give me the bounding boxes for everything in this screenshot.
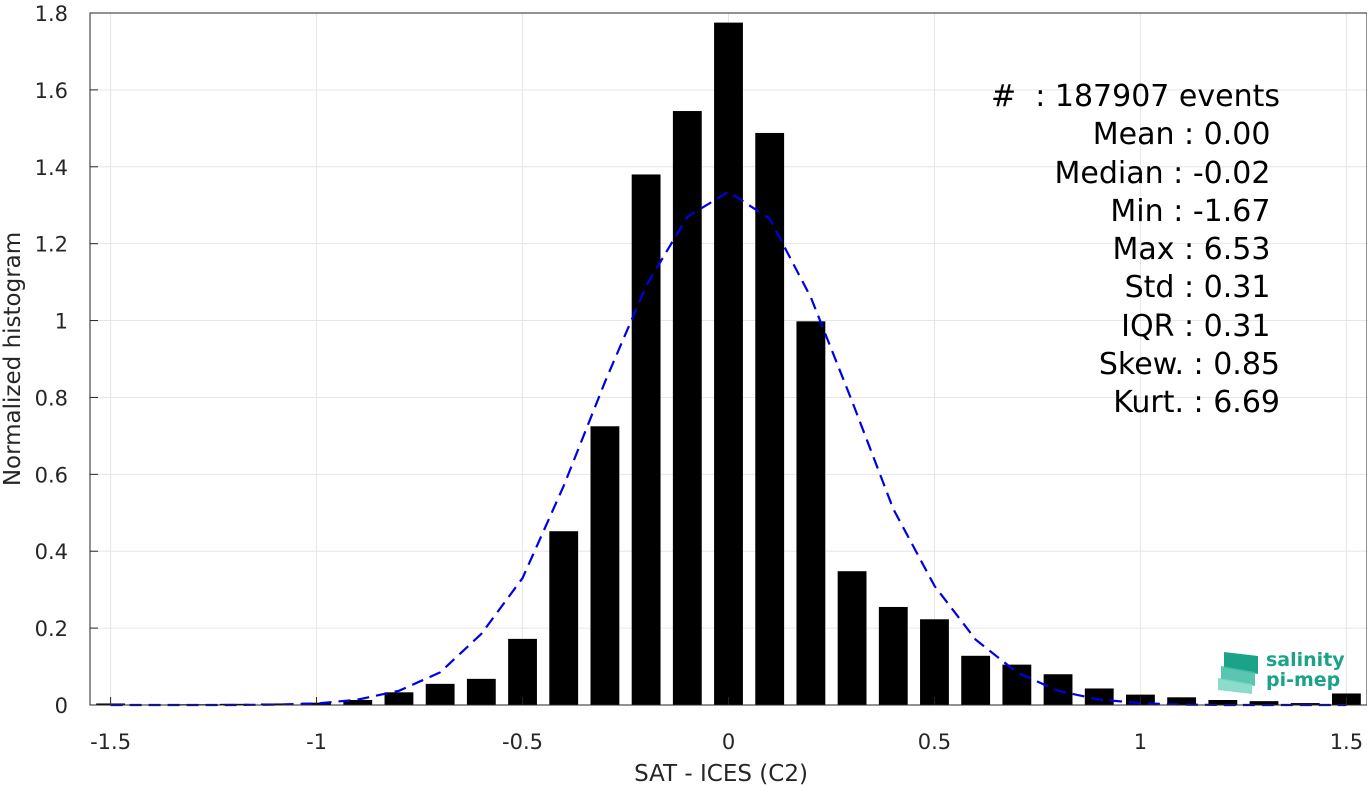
histogram-bar bbox=[260, 703, 290, 705]
histogram-bar bbox=[1249, 701, 1279, 705]
y-tick-label: 1.4 bbox=[35, 156, 68, 180]
histogram-bar bbox=[384, 692, 414, 705]
stat-min: Min : -1.67 bbox=[1110, 193, 1280, 229]
stat-mean: Mean : 0.00 bbox=[1092, 117, 1280, 153]
statistics-box: # : 187907 events Mean : 0.00 Median : -… bbox=[900, 78, 1280, 423]
histogram-bar bbox=[961, 655, 991, 705]
histogram-bar bbox=[1002, 664, 1032, 705]
stat-kurt: Kurt. : 6.69 bbox=[1113, 385, 1280, 421]
histogram-bar bbox=[590, 426, 620, 705]
y-tick-label: 0.4 bbox=[35, 540, 68, 564]
x-tick-label: 1 bbox=[1134, 730, 1147, 754]
histogram-bar bbox=[878, 606, 908, 705]
histogram-bar bbox=[1208, 700, 1238, 705]
x-tick-label: -1.5 bbox=[90, 730, 131, 754]
y-tick-label: 0 bbox=[55, 694, 68, 718]
stat-median: Median : -0.02 bbox=[1054, 155, 1280, 191]
y-tick-label: 1.2 bbox=[35, 233, 68, 257]
x-axis-ticks: -1.5 -1 -0.5 0 0.5 1 1.5 bbox=[90, 697, 1363, 754]
histogram-bar bbox=[837, 571, 867, 705]
histogram-bar bbox=[920, 619, 949, 705]
x-tick-label: 0.5 bbox=[918, 730, 951, 754]
stat-std: Std : 0.31 bbox=[1124, 270, 1280, 306]
y-tick-label: 1.8 bbox=[35, 2, 68, 26]
y-axis-ticks: 0 0.2 0.4 0.6 0.8 1 1.2 1.4 1.6 1.8 bbox=[35, 2, 98, 718]
histogram-bar bbox=[631, 174, 661, 705]
x-tick-label: 1.5 bbox=[1330, 730, 1363, 754]
histogram-bar bbox=[755, 132, 785, 706]
histogram-bars bbox=[96, 22, 1361, 706]
logo-line-2: pi-mep bbox=[1266, 669, 1341, 691]
x-tick-label: -0.5 bbox=[502, 730, 543, 754]
histogram-bar bbox=[796, 321, 826, 705]
stat-max: Max : 6.53 bbox=[1112, 232, 1280, 268]
histogram-bar bbox=[1084, 688, 1114, 705]
logo-line-1: salinity bbox=[1266, 649, 1345, 671]
y-tick-label: 0.8 bbox=[35, 386, 68, 410]
logo-wave-icon bbox=[1218, 652, 1258, 694]
y-tick-label: 1.6 bbox=[35, 79, 68, 103]
y-axis-label: Normalized histogram bbox=[0, 232, 26, 486]
stat-iqr: IQR : 0.31 bbox=[1121, 308, 1280, 344]
salinity-pi-mep-logo: salinity pi-mep bbox=[1218, 646, 1345, 696]
histogram-bar bbox=[549, 531, 579, 705]
y-tick-label: 0.6 bbox=[35, 463, 68, 487]
x-tick-label: -1 bbox=[306, 730, 327, 754]
x-axis-label: SAT - ICES (C2) bbox=[634, 761, 808, 785]
histogram-bar bbox=[672, 111, 702, 706]
histogram-bar bbox=[714, 22, 743, 706]
x-tick-label: 0 bbox=[722, 730, 735, 754]
histogram-bar bbox=[425, 683, 455, 705]
stat-events: # : 187907 events bbox=[991, 79, 1280, 114]
histogram-bar bbox=[343, 700, 373, 705]
y-tick-label: 0.2 bbox=[35, 617, 68, 641]
histogram-bar bbox=[508, 638, 537, 705]
histogram-bar bbox=[1167, 697, 1197, 705]
y-tick-label: 1 bbox=[55, 310, 68, 334]
stat-skew: Skew. : 0.85 bbox=[1098, 347, 1280, 383]
histogram-bar bbox=[466, 678, 496, 705]
